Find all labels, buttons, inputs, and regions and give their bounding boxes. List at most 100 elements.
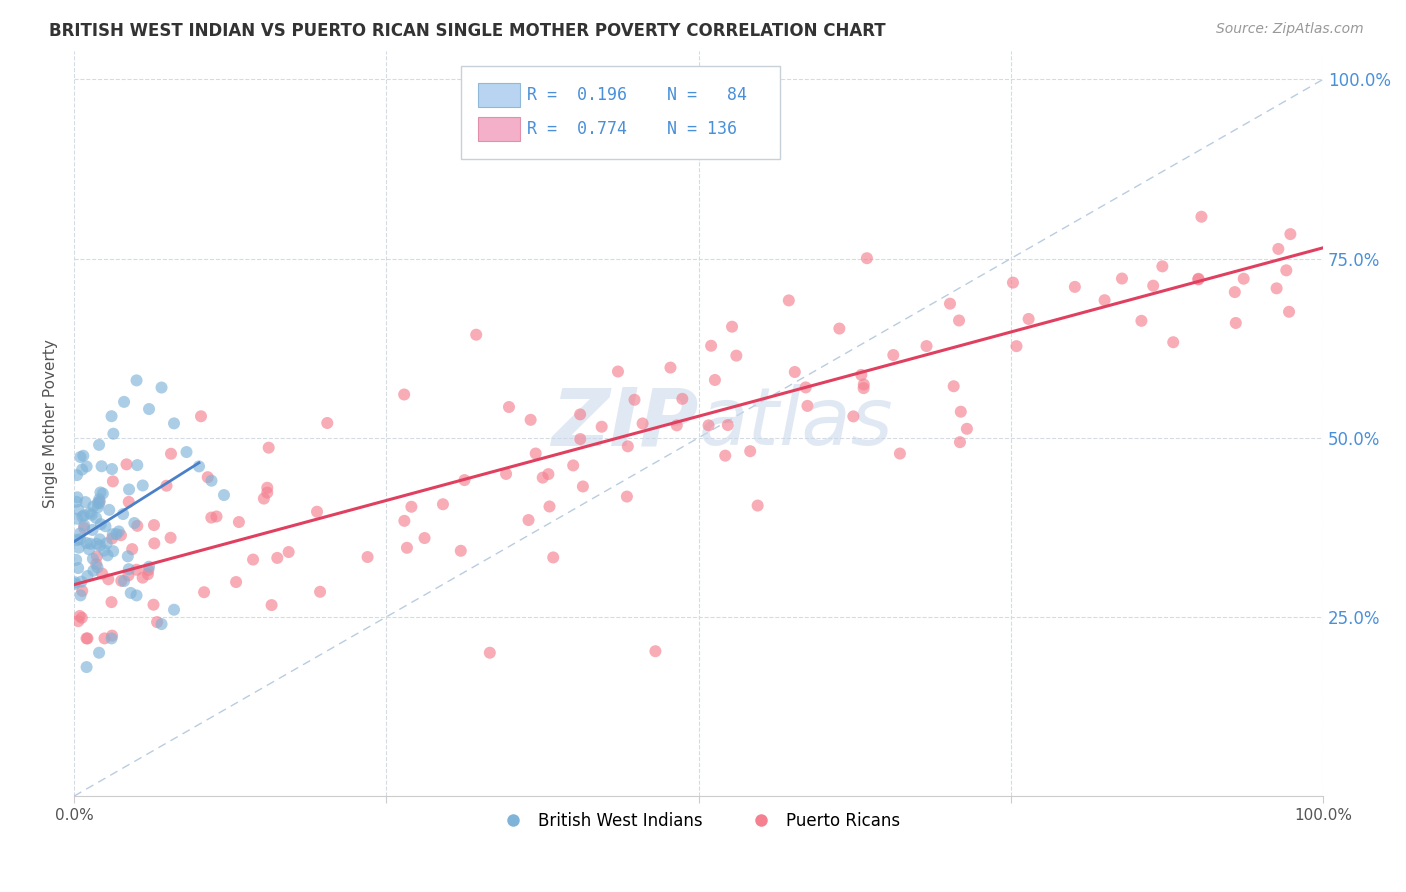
Point bbox=[225, 575, 247, 590]
Point bbox=[856, 251, 879, 265]
Point bbox=[1161, 335, 1184, 350]
Point bbox=[101, 475, 124, 489]
Point bbox=[256, 485, 278, 500]
Point bbox=[89, 485, 111, 500]
Point bbox=[190, 409, 212, 424]
Point bbox=[66, 491, 89, 505]
Point bbox=[1142, 278, 1164, 293]
Point bbox=[70, 611, 93, 625]
Point bbox=[197, 470, 219, 484]
Point bbox=[1152, 260, 1174, 274]
Point bbox=[949, 435, 972, 450]
Point bbox=[143, 536, 166, 550]
Point bbox=[569, 408, 592, 422]
Point bbox=[394, 514, 416, 528]
Point bbox=[205, 509, 228, 524]
Point bbox=[67, 561, 90, 575]
Point bbox=[1191, 210, 1213, 224]
Point bbox=[212, 488, 235, 502]
Point bbox=[150, 380, 173, 394]
Point bbox=[101, 544, 124, 558]
Point bbox=[392, 387, 415, 401]
Point bbox=[1223, 285, 1246, 299]
Point bbox=[69, 526, 91, 541]
Point bbox=[124, 516, 146, 530]
Point bbox=[828, 321, 851, 335]
Point bbox=[1187, 272, 1209, 286]
Point bbox=[87, 500, 110, 515]
Point bbox=[125, 563, 148, 577]
Point bbox=[65, 495, 87, 509]
Point bbox=[796, 399, 818, 413]
Point bbox=[117, 568, 139, 582]
Point bbox=[69, 588, 91, 602]
Point bbox=[63, 577, 86, 591]
Point bbox=[160, 447, 183, 461]
Point bbox=[97, 572, 120, 586]
Point bbox=[155, 479, 177, 493]
Point bbox=[100, 409, 122, 424]
Text: BRITISH WEST INDIAN VS PUERTO RICAN SINGLE MOTHER POVERTY CORRELATION CHART: BRITISH WEST INDIAN VS PUERTO RICAN SING… bbox=[49, 22, 886, 40]
Point bbox=[740, 444, 762, 458]
Point bbox=[260, 598, 283, 612]
Point bbox=[721, 319, 744, 334]
Point bbox=[1279, 227, 1302, 241]
Point bbox=[889, 446, 911, 460]
Point bbox=[87, 646, 110, 660]
Point bbox=[524, 446, 547, 460]
Point bbox=[76, 632, 98, 646]
Point bbox=[90, 459, 112, 474]
Point bbox=[66, 533, 89, 547]
Point bbox=[495, 467, 517, 481]
Point bbox=[200, 474, 222, 488]
Point bbox=[76, 569, 98, 583]
Point bbox=[89, 539, 111, 553]
Point bbox=[115, 458, 138, 472]
Point bbox=[193, 585, 215, 599]
Point bbox=[86, 560, 108, 574]
Point bbox=[948, 313, 970, 327]
Point bbox=[112, 574, 135, 588]
Point bbox=[538, 500, 561, 514]
Point bbox=[79, 506, 101, 520]
Point bbox=[356, 549, 378, 564]
Point bbox=[66, 511, 89, 525]
Point bbox=[697, 418, 720, 433]
Point bbox=[72, 449, 94, 463]
Point bbox=[73, 518, 96, 533]
Point bbox=[623, 392, 645, 407]
Point bbox=[1063, 280, 1085, 294]
Point bbox=[90, 517, 112, 532]
Point bbox=[89, 492, 111, 507]
Point bbox=[100, 595, 122, 609]
Point bbox=[717, 418, 740, 433]
Point bbox=[101, 532, 124, 546]
Point bbox=[616, 490, 638, 504]
Point bbox=[118, 495, 141, 509]
FancyBboxPatch shape bbox=[461, 66, 780, 159]
Point bbox=[82, 551, 104, 566]
Point bbox=[67, 541, 90, 555]
Point bbox=[747, 499, 769, 513]
Point bbox=[73, 521, 96, 535]
Point bbox=[163, 417, 186, 431]
Point bbox=[277, 545, 299, 559]
Point bbox=[82, 523, 104, 537]
Point bbox=[125, 373, 148, 387]
Point bbox=[591, 419, 613, 434]
Point bbox=[562, 458, 585, 473]
Point bbox=[76, 632, 98, 646]
Point bbox=[257, 441, 280, 455]
Point bbox=[101, 527, 124, 541]
Point bbox=[1187, 272, 1209, 286]
Point bbox=[228, 515, 250, 529]
Point bbox=[121, 542, 143, 557]
Point bbox=[117, 549, 139, 564]
Point bbox=[188, 459, 211, 474]
Point bbox=[143, 518, 166, 533]
Point bbox=[100, 632, 122, 646]
Point bbox=[79, 537, 101, 551]
Point bbox=[253, 491, 276, 506]
Point bbox=[75, 495, 97, 509]
Point bbox=[200, 510, 222, 524]
